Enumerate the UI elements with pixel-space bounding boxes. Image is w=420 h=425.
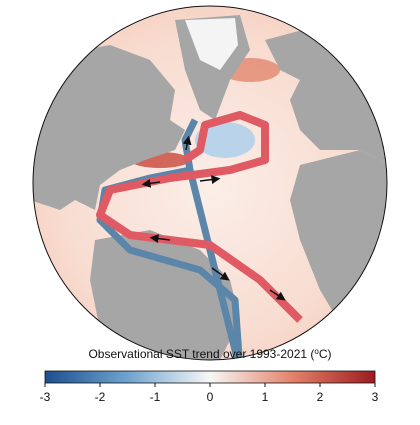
tick-label: 1 [262,390,269,404]
tick-label: 3 [372,390,379,404]
colorbar-ticks: -3 -2 -1 0 1 2 3 [40,383,379,404]
tick-label: 0 [207,390,214,404]
ice [185,18,238,70]
cool-patch [195,122,255,158]
flow-arrows [141,135,286,301]
surface-current [96,111,303,323]
label-text: Observational SST trend over 1993-2021 ( [88,347,314,361]
tick-label: -3 [40,390,51,404]
colorbar-label: Observational SST trend over 1993-2021 (… [88,347,331,361]
globe-outline [32,5,388,361]
colorbar [44,370,376,384]
tick-label: 2 [317,390,324,404]
label-sup: o [314,347,319,356]
tick-label: -1 [150,390,161,404]
label-end: C) [319,347,332,361]
tick-label: -2 [95,390,106,404]
